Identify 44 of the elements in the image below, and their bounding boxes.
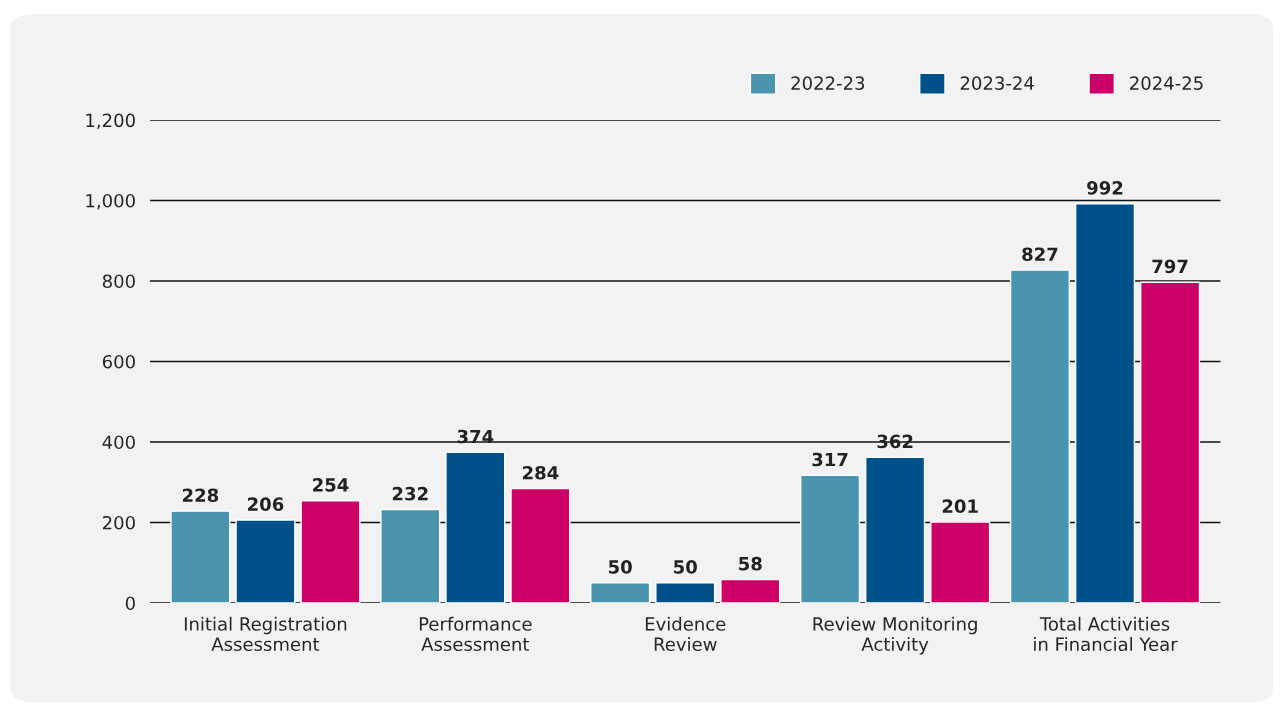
data-label: 206 (248, 497, 284, 511)
bar (655, 582, 716, 603)
bar (930, 521, 991, 603)
data-label: 50 (674, 560, 697, 574)
bar (380, 508, 441, 603)
data-label: 58 (739, 556, 762, 571)
legend-label: 2023-24 (960, 76, 1034, 90)
bar (865, 456, 926, 603)
data-label: 254 (313, 478, 349, 492)
bar (799, 474, 861, 603)
y-tick-label: 400 (102, 435, 135, 450)
x-tick-label: Total Activities in Financial Year (1034, 616, 1178, 652)
bar (235, 519, 296, 603)
y-tick-label: 1,200 (86, 113, 135, 129)
data-label: 201 (942, 499, 978, 513)
x-tick-label: Review Monitoring Activity (813, 616, 977, 655)
bar (300, 500, 361, 603)
data-label: 50 (608, 560, 632, 574)
x-tick-label: Performance Assessment (419, 616, 532, 652)
x-tick-label: Initial Registration Assessment (184, 616, 347, 652)
data-label: 228 (182, 488, 219, 503)
data-label: 232 (392, 486, 428, 501)
data-label: 992 (1087, 181, 1123, 195)
bar (170, 510, 231, 603)
bar (1074, 203, 1136, 603)
bar (1140, 281, 1201, 603)
y-tick-label: 1,000 (86, 193, 135, 210)
bar (445, 451, 506, 603)
bar (1009, 269, 1071, 603)
data-label: 374 (457, 429, 494, 444)
y-tick-label: 200 (102, 515, 135, 530)
data-label: 797 (1152, 259, 1188, 274)
legend-label: 2024-25 (1130, 76, 1203, 90)
data-label: 284 (522, 465, 559, 480)
data-label: 827 (1022, 247, 1058, 262)
bar (590, 582, 651, 603)
bar (720, 578, 781, 603)
y-tick-label: 600 (102, 354, 135, 369)
legend-label: 2022-23 (791, 76, 865, 90)
bar (510, 487, 571, 603)
data-label: 317 (812, 452, 848, 467)
y-tick-label: 800 (102, 274, 135, 289)
y-tick-label: 0 (125, 596, 135, 611)
x-tick-label: Evidence Review (645, 616, 726, 652)
